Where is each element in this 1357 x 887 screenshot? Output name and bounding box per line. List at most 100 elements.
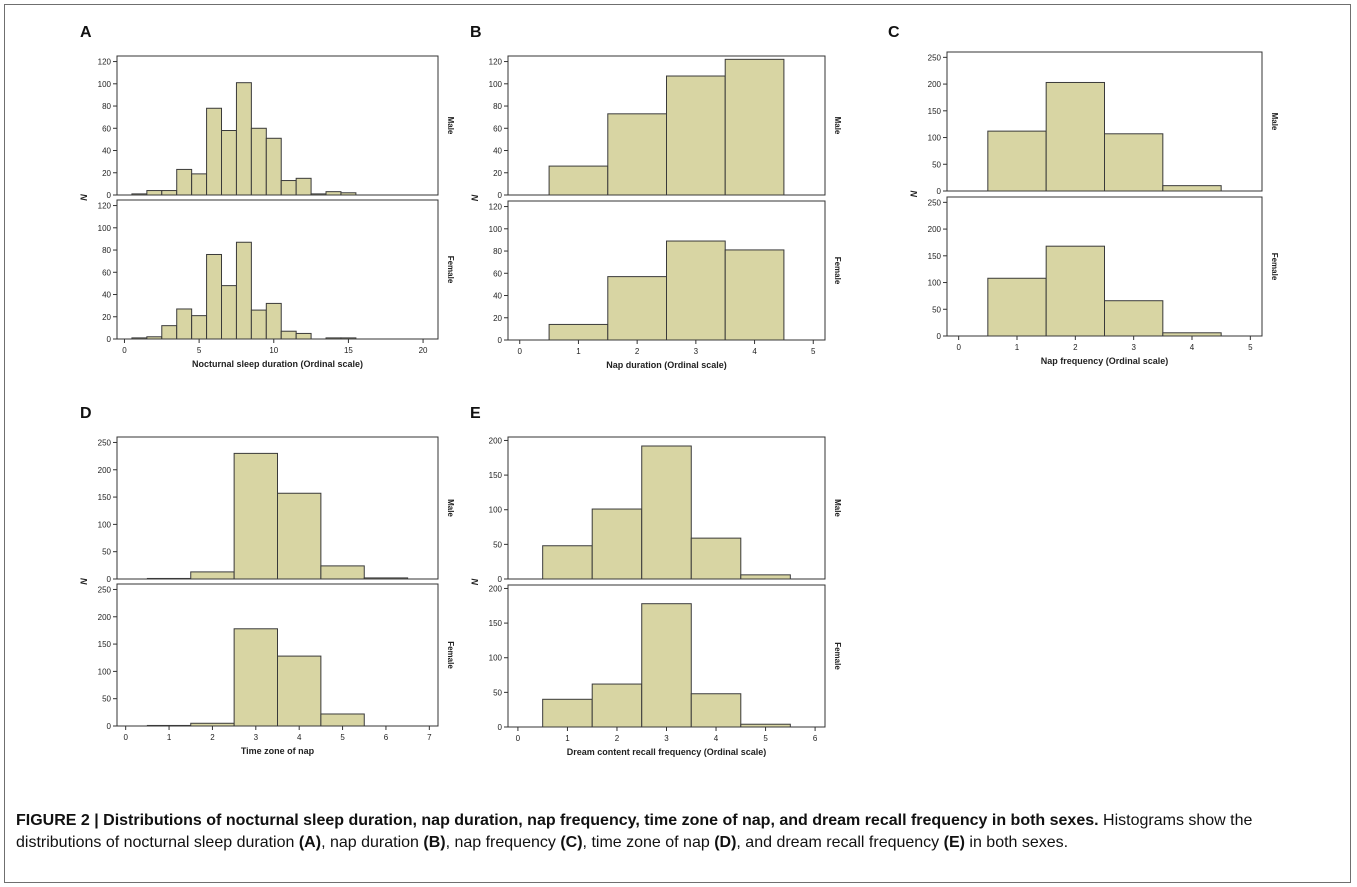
caption-panel-ref: (E) <box>943 834 965 851</box>
facet-label: Female <box>1270 253 1279 281</box>
facet-male: 0 20 40 60 80 100 120 Male <box>98 55 455 200</box>
histogram-bar <box>666 75 726 196</box>
y-tick-label: 200 <box>928 225 942 234</box>
y-tick-label: 20 <box>102 169 111 178</box>
histogram-bar <box>191 315 208 340</box>
facet-male: 0 20 40 60 80 100 120 Male <box>489 55 842 200</box>
histogram-bar <box>235 241 252 340</box>
y-tick-label: 100 <box>489 225 503 234</box>
caption-text: , and dream recall frequency <box>736 834 944 851</box>
x-tick-label: 0 <box>123 733 128 742</box>
histogram-bar <box>233 628 279 727</box>
x-tick-label: 5 <box>1248 343 1253 352</box>
caption-body: Histograms show the distributions of noc… <box>16 812 1252 851</box>
y-axis-label: N <box>909 190 919 197</box>
x-tick-label: 15 <box>344 346 353 355</box>
y-tick-label: 40 <box>493 147 502 156</box>
histogram-bar <box>607 276 668 341</box>
caption-panel-ref: (A) <box>298 834 322 851</box>
x-tick-label: 7 <box>427 733 432 742</box>
y-tick-label: 100 <box>928 134 942 143</box>
y-tick-label: 150 <box>928 107 942 116</box>
histogram-bar <box>542 545 593 580</box>
histogram-bar <box>250 127 267 196</box>
histogram-bar <box>724 249 785 341</box>
y-tick-label: 80 <box>493 102 502 111</box>
y-tick-label: 200 <box>98 613 112 622</box>
histogram-bar <box>146 190 163 196</box>
x-tick-label: 3 <box>1131 343 1136 352</box>
facet-male: 0 50 100 150 200 250 Male <box>98 436 455 584</box>
y-tick-label: 250 <box>98 438 112 447</box>
x-tick-label: 1 <box>167 733 172 742</box>
y-tick-label: 100 <box>98 520 112 529</box>
x-axis-label: Nap frequency (Ordinal scale) <box>1041 356 1169 366</box>
caption-panel-ref: (B) <box>423 834 446 851</box>
histogram-bar <box>542 698 593 728</box>
x-tick-label: 3 <box>664 734 669 743</box>
x-tick-label: 6 <box>813 734 818 743</box>
histogram-bar <box>161 190 178 196</box>
histogram-bar <box>233 452 279 580</box>
facet-label: Male <box>446 499 455 517</box>
y-tick-label: 50 <box>102 548 111 557</box>
y-tick-label: 0 <box>937 187 942 196</box>
histogram-bar <box>131 337 148 340</box>
caption-panel-ref: (D) <box>714 834 737 851</box>
histogram-bar <box>320 565 365 580</box>
x-tick-label: 4 <box>1190 343 1195 352</box>
histogram-bar <box>548 323 609 341</box>
y-tick-label: 200 <box>489 584 503 593</box>
y-tick-label: 250 <box>928 198 942 207</box>
y-tick-label: 200 <box>489 436 503 445</box>
y-tick-label: 0 <box>107 722 112 731</box>
y-tick-label: 20 <box>493 314 502 323</box>
histogram-bar <box>265 137 282 196</box>
x-tick-label: 3 <box>694 347 699 356</box>
y-tick-label: 60 <box>102 268 111 277</box>
y-tick-label: 0 <box>107 335 112 344</box>
histogram-bar <box>641 445 692 580</box>
y-tick-label: 100 <box>489 506 503 515</box>
panel-label: B <box>470 24 482 41</box>
facet-label: Female <box>446 641 455 669</box>
histogram-bar <box>221 285 237 340</box>
caption-text: , nap frequency <box>445 834 561 851</box>
facet-female: 0 50 100 150 200 250 Female <box>928 196 1279 341</box>
caption-text: in both sexes. <box>964 834 1069 851</box>
y-tick-label: 0 <box>498 336 503 345</box>
histogram-bar <box>641 603 692 728</box>
x-axis-label: Nocturnal sleep duration (Ordinal scale) <box>192 359 363 369</box>
y-tick-label: 50 <box>493 540 502 549</box>
facet-female: 0 50 100 150 200 250 Female <box>98 583 455 731</box>
caption-text: , time zone of nap <box>582 834 715 851</box>
histogram-bar <box>310 193 327 196</box>
x-tick-label: 2 <box>635 347 640 356</box>
x-tick-label: 1 <box>1015 343 1020 352</box>
histogram-bar <box>340 192 357 196</box>
histogram-bar <box>690 537 742 580</box>
y-axis-label: N <box>470 194 480 201</box>
y-tick-label: 20 <box>493 169 502 178</box>
y-axis-label: N <box>79 194 89 201</box>
histogram-bar <box>190 571 235 580</box>
facet-label: Female <box>833 642 842 670</box>
histogram-bar <box>295 177 312 196</box>
y-axis-label: N <box>470 578 480 585</box>
histogram-bar <box>740 574 791 580</box>
y-tick-label: 0 <box>498 723 503 732</box>
y-tick-label: 120 <box>489 58 503 67</box>
x-tick-label: 0 <box>516 734 521 743</box>
y-tick-label: 80 <box>102 246 111 255</box>
histogram-bar <box>325 337 342 340</box>
histogram-bar <box>591 683 643 728</box>
y-tick-label: 0 <box>107 191 112 200</box>
histogram-bar <box>607 113 668 196</box>
facet-male: 0 50 100 150 200 Male <box>489 436 842 584</box>
facet-male: 0 50 100 150 200 250 Male <box>928 51 1279 196</box>
x-axis-label: Dream content recall frequency (Ordinal … <box>567 747 767 757</box>
facet-female: 0 20 40 60 80 100 120 Female <box>489 200 842 345</box>
x-axis-label: Nap duration (Ordinal scale) <box>606 360 727 370</box>
x-tick-label: 1 <box>576 347 581 356</box>
x-tick-label: 5 <box>763 734 768 743</box>
